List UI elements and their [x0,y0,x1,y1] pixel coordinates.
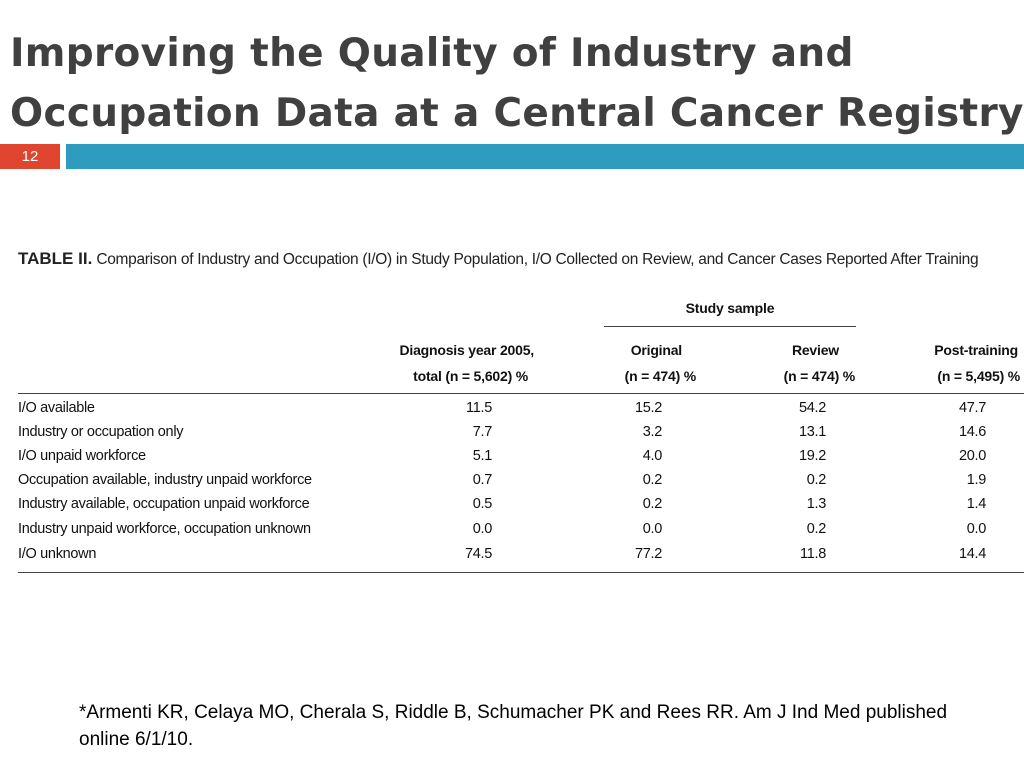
cell-post-training: 1.9 [966,472,987,488]
cell-original: 77.2 [634,546,662,562]
table-label: TABLE II. [18,249,93,268]
col-header-original-line1: Original [630,342,682,358]
cell-post-training: 47.7 [958,400,986,416]
cell-review: 0.2 [806,472,827,488]
row-label: Industry or occupation only [18,424,184,440]
citation-footnote: *Armenti KR, Celaya MO, Cherala S, Riddl… [79,702,948,750]
row-label: I/O available [18,400,95,416]
cell-original: 0.0 [642,521,663,537]
row-label: I/O unpaid workforce [18,448,146,464]
cell-review: 54.2 [798,400,826,416]
table-row: I/O unknown 74.5 77.2 11.8 14.4 [18,542,1024,566]
cell-review: 19.2 [798,448,826,464]
row-label: Occupation available, industry unpaid wo… [18,472,312,488]
col-header-diagnosis-line2: total (n = 5,602) % [413,368,528,384]
table-caption-text: Comparison of Industry and Occupation (I… [96,251,979,268]
cell-diagnosis-2005: 0.5 [472,496,493,512]
cell-diagnosis-2005: 74.5 [464,546,492,562]
slide-title-line-1: Improving the Quality of Industry and [10,31,854,76]
table-row: Industry unpaid workforce, occupation un… [18,517,1024,541]
table-caption: TABLE II. Comparison of Industry and Occ… [18,249,979,269]
row-label: I/O unknown [18,546,97,562]
row-label: Industry unpaid workforce, occupation un… [18,521,311,537]
cell-review: 0.2 [806,521,827,537]
slide-title-line-2: Occupation Data at a Central Cancer Regi… [10,91,1024,136]
cell-original: 15.2 [634,400,662,416]
col-header-posttraining-line1: Post-training [934,342,1018,358]
cell-review: 13.1 [798,424,826,440]
cell-diagnosis-2005: 7.7 [472,424,493,440]
cell-post-training: 0.0 [966,521,987,537]
study-sample-rule [604,326,856,327]
study-sample-header: Study sample [685,300,775,316]
page-number-badge: 12 [0,144,60,169]
cell-diagnosis-2005: 0.0 [472,521,493,537]
cell-diagnosis-2005: 11.5 [466,400,492,416]
table-row: Industry available, occupation unpaid wo… [18,492,1024,516]
table-row: I/O unpaid workforce 5.1 4.0 19.2 20.0 [18,444,1024,468]
cell-original: 0.2 [642,472,663,488]
header-bottom-rule [18,393,1024,394]
col-header-posttraining-line2: (n = 5,495) % [937,368,1020,384]
cell-review: 1.3 [806,496,827,512]
cell-diagnosis-2005: 0.7 [472,472,493,488]
col-header-diagnosis-line1: Diagnosis year 2005, [399,342,534,358]
cell-post-training: 14.6 [958,424,986,440]
cell-post-training: 20.0 [958,448,986,464]
cell-post-training: 1.4 [966,496,987,512]
table-bottom-rule [18,572,1024,573]
cell-post-training: 14.4 [958,546,986,562]
cell-original: 4.0 [642,448,663,464]
table-row: Industry or occupation only 7.7 3.2 13.1… [18,420,1024,444]
col-header-review-line2: (n = 474) % [783,368,856,384]
col-header-review-line1: Review [791,342,839,358]
cell-original: 3.2 [642,424,663,440]
cell-original: 0.2 [642,496,663,512]
cell-diagnosis-2005: 5.1 [472,448,493,464]
slide-title: Improving the Quality of Industry and Oc… [10,24,1024,144]
cell-review: 11.8 [800,546,826,562]
title-accent-bar [66,144,1024,169]
row-label: Industry available, occupation unpaid wo… [18,496,310,512]
table-row: I/O available 11.5 15.2 54.2 47.7 [18,396,1024,420]
table-row: Occupation available, industry unpaid wo… [18,468,1024,492]
col-header-original-line2: (n = 474) % [624,368,697,384]
